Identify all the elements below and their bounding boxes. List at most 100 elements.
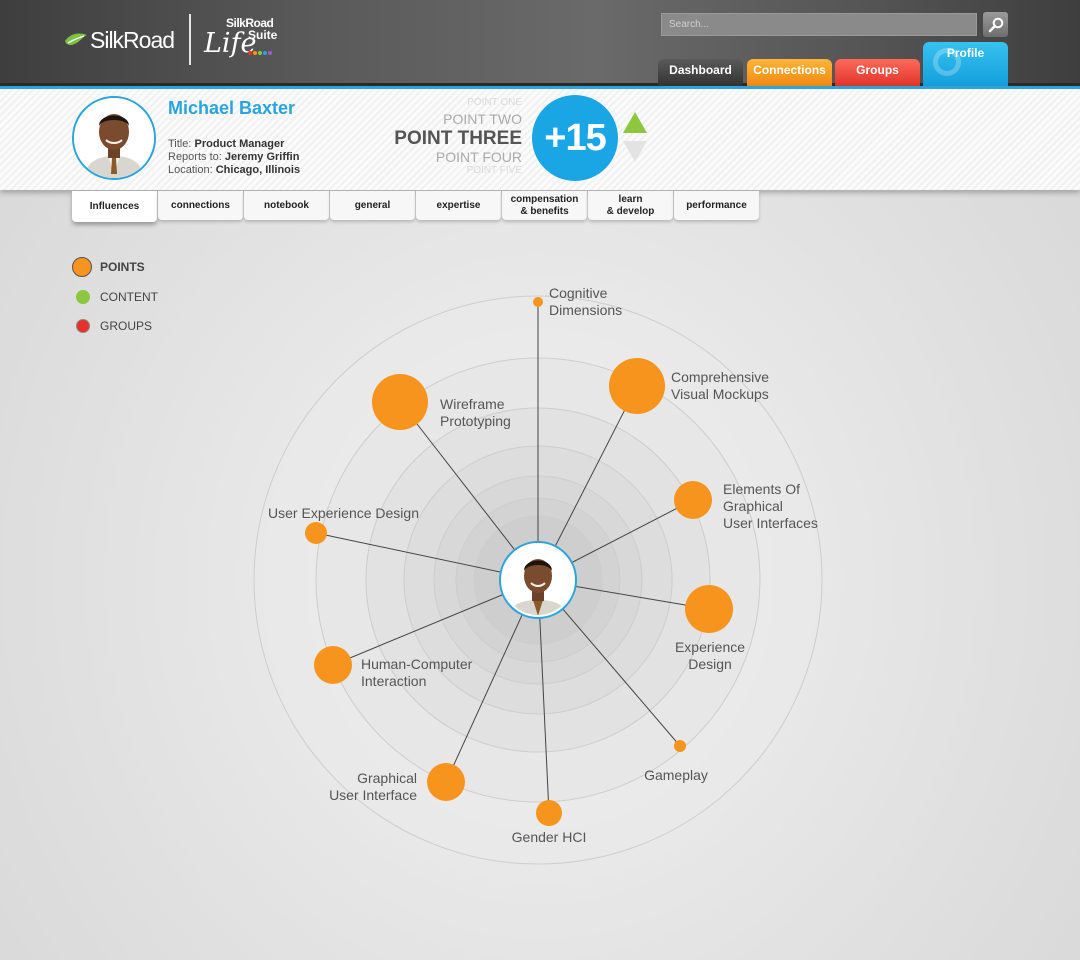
title-label: Title: xyxy=(168,138,192,150)
points-dot-icon xyxy=(72,257,92,277)
influence-label[interactable]: Gameplay xyxy=(644,767,708,783)
life-suite-logo[interactable]: SilkRoad Life Suite xyxy=(204,16,284,62)
title-value: Product Manager xyxy=(194,138,285,150)
influence-label-line: Wireframe xyxy=(440,396,505,412)
reports-value: Jeremy Griffin xyxy=(224,151,300,163)
influence-node[interactable] xyxy=(314,646,352,684)
avatar[interactable] xyxy=(72,96,156,180)
arrow-up-icon[interactable] xyxy=(623,112,647,133)
legend-groups[interactable]: GROUPS xyxy=(72,319,152,333)
influence-node[interactable] xyxy=(372,374,428,430)
search-input[interactable]: Search... xyxy=(661,13,977,36)
arrow-down-icon[interactable] xyxy=(623,141,647,162)
influence-label[interactable]: Elements Of Graphical User Interfaces xyxy=(723,481,818,531)
tab-learn-line2: & develop xyxy=(606,205,655,217)
nav-tab-groups[interactable]: Groups xyxy=(835,59,920,86)
influence-label[interactable]: Gender HCI xyxy=(512,829,587,845)
logo-text: SilkRoad xyxy=(90,26,175,53)
influence-nodes xyxy=(305,297,733,826)
influence-label-line: Experience xyxy=(675,639,745,655)
influence-label-line: User Interfaces xyxy=(723,515,818,531)
life-suite-top: SilkRoad xyxy=(226,16,274,30)
influence-label-line: Design xyxy=(688,656,732,672)
influence-node[interactable] xyxy=(674,740,686,752)
point-five[interactable]: POINT FIVE xyxy=(466,165,522,176)
location-label: Location: xyxy=(168,164,213,176)
silkroad-logo[interactable]: SilkRoad xyxy=(64,26,175,54)
influence-node[interactable] xyxy=(685,585,733,633)
influence-node[interactable] xyxy=(427,763,465,801)
life-word: Life xyxy=(204,28,257,59)
influence-label-line: Human-Computer xyxy=(361,656,473,672)
radar-rings xyxy=(253,295,823,865)
legend-content[interactable]: CONTENT xyxy=(72,290,158,304)
influence-label-line: Gender HCI xyxy=(512,829,587,845)
influence-label[interactable]: Cognitive Dimensions xyxy=(549,285,622,318)
tab-compensation-benefits[interactable]: compensation & benefits xyxy=(502,191,587,220)
tab-influences[interactable]: Influences xyxy=(72,191,157,222)
tab-general[interactable]: general xyxy=(330,191,415,220)
influence-label-line: Prototyping xyxy=(440,413,511,429)
tab-performance[interactable]: performance xyxy=(674,191,759,220)
influence-label[interactable]: Graphical User Interface xyxy=(329,770,417,803)
reports-label: Reports to: xyxy=(168,151,222,163)
point-two[interactable]: POINT TWO xyxy=(443,111,522,127)
point-three[interactable]: POINT THREE xyxy=(394,128,522,149)
influence-label[interactable]: Wireframe Prototyping xyxy=(440,396,511,429)
tab-compensation-line2: & benefits xyxy=(520,205,569,217)
influence-labels: Cognitive Dimensions Comprehensive Visual M… xyxy=(268,285,818,845)
nav-tab-dashboard[interactable]: Dashboard xyxy=(658,59,743,86)
influence-node[interactable] xyxy=(533,297,543,307)
tab-learn-line1: learn xyxy=(618,193,643,205)
tab-learn-develop[interactable]: learn & develop xyxy=(588,191,673,220)
influence-label[interactable]: Comprehensive Visual Mockups xyxy=(671,369,769,402)
logo-divider xyxy=(189,14,191,65)
profile-name: Michael Baxter xyxy=(168,98,296,118)
influence-node[interactable] xyxy=(609,358,665,414)
influence-node[interactable] xyxy=(536,800,562,826)
legend-content-label: CONTENT xyxy=(100,290,158,304)
tab-compensation-line1: compensation xyxy=(510,193,579,205)
vote-arrows xyxy=(623,112,647,162)
legend-points[interactable]: POINTS xyxy=(72,257,145,277)
influence-label[interactable]: User Experience Design xyxy=(268,505,419,521)
profile-title-row: Title: Product Manager xyxy=(168,138,284,150)
tab-notebook[interactable]: notebook xyxy=(244,191,329,220)
search-button[interactable] xyxy=(983,12,1008,37)
influence-label-line: Comprehensive xyxy=(671,369,769,385)
influence-label-line: Visual Mockups xyxy=(671,386,769,402)
search-icon xyxy=(988,17,1003,32)
swirl-decoration xyxy=(933,48,961,76)
legend-groups-label: GROUPS xyxy=(100,319,153,333)
center-avatar[interactable] xyxy=(499,541,577,619)
influence-label-line: User Experience Design xyxy=(268,505,419,521)
life-suite-word: Suite xyxy=(248,28,278,42)
tab-connections[interactable]: connections xyxy=(158,191,243,220)
profile-location-row: Location: Chicago, Illinois xyxy=(168,164,300,176)
influence-label[interactable]: Experience Design xyxy=(675,639,745,672)
location-value: Chicago, Illinois xyxy=(215,164,301,176)
influence-label-line: Cognitive xyxy=(549,285,608,301)
influence-label[interactable]: Human-Computer Interaction xyxy=(361,656,473,689)
score-badge: +15 xyxy=(532,95,618,181)
influence-label-line: Dimensions xyxy=(549,302,622,318)
influence-label-line: Elements Of xyxy=(723,481,800,497)
influence-label-line: Interaction xyxy=(361,673,426,689)
influence-label-line: Gameplay xyxy=(644,767,708,783)
nav-tab-profile[interactable]: Profile xyxy=(923,42,1008,86)
legend-points-label: POINTS xyxy=(100,260,145,274)
profile-reports-row: Reports to: Jeremy Griffin xyxy=(168,151,299,163)
nav-tab-connections[interactable]: Connections xyxy=(747,59,832,86)
point-one[interactable]: POINT ONE xyxy=(467,97,522,108)
nav-tab-profile-label: Profile xyxy=(946,46,985,60)
color-dots xyxy=(248,42,273,60)
tab-expertise[interactable]: expertise xyxy=(416,191,501,220)
groups-dot-icon xyxy=(76,319,90,333)
content-dot-icon xyxy=(76,290,90,304)
influence-node[interactable] xyxy=(305,522,327,544)
person-icon xyxy=(74,98,154,178)
influence-label-line: User Interface xyxy=(329,787,417,803)
point-four[interactable]: POINT FOUR xyxy=(435,149,522,165)
influence-node[interactable] xyxy=(674,481,712,519)
